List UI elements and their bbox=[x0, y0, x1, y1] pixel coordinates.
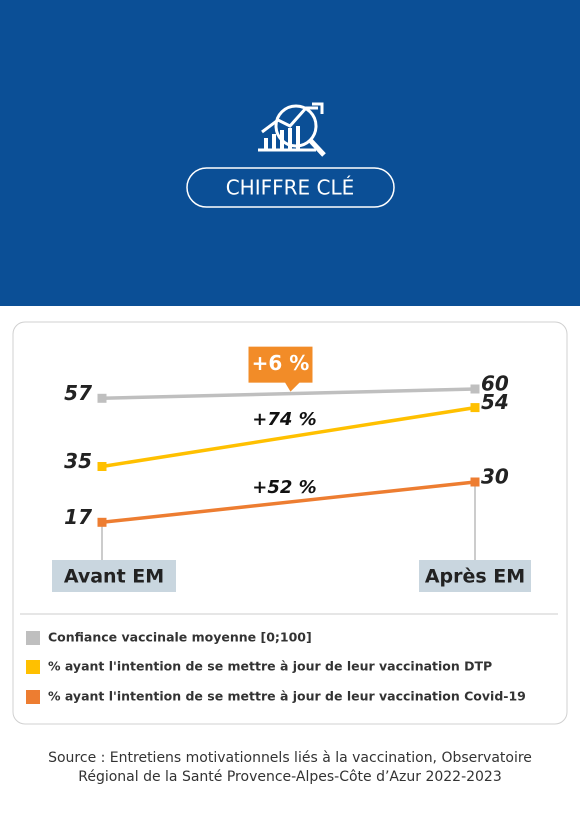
annotation-pointer bbox=[284, 381, 301, 392]
chart-card bbox=[12, 321, 568, 725]
legend-label: % ayant l'intention de se mettre à jour … bbox=[48, 659, 492, 674]
point-marker bbox=[470, 403, 480, 413]
annotation-box bbox=[248, 346, 313, 383]
legend-swatch bbox=[26, 660, 40, 674]
legend-swatch bbox=[26, 631, 40, 645]
header-band bbox=[0, 0, 580, 306]
point-marker bbox=[470, 477, 480, 487]
x-tick-label: Avant EM bbox=[64, 566, 164, 588]
value-label: 30 bbox=[481, 465, 509, 489]
category-box bbox=[419, 560, 531, 592]
point-marker bbox=[97, 517, 107, 527]
annotation: +74 % bbox=[252, 409, 316, 430]
value-label: 60 bbox=[481, 372, 509, 396]
point-marker bbox=[97, 393, 107, 403]
value-label: 17 bbox=[64, 505, 92, 529]
header-icon-bars bbox=[264, 126, 300, 150]
legend-label: % ayant l'intention de se mettre à jour … bbox=[48, 689, 526, 704]
source-line: Source : Entretiens motivationnels liés … bbox=[48, 750, 532, 766]
value-label: 54 bbox=[481, 390, 509, 414]
annotation: +6 % bbox=[252, 351, 310, 375]
point-marker bbox=[470, 384, 480, 394]
category-box bbox=[52, 560, 176, 592]
series-line bbox=[101, 387, 476, 401]
value-label: 35 bbox=[64, 449, 92, 473]
header-title: CHIFFRE CLÉ bbox=[226, 176, 355, 200]
value-label: 57 bbox=[64, 381, 92, 405]
series-line bbox=[101, 405, 476, 469]
x-tick-label: Après EM bbox=[425, 566, 525, 588]
legend-label: Confiance vaccinale moyenne [0;100] bbox=[48, 630, 312, 645]
source-line: Régional de la Santé Provence-Alpes-Côte… bbox=[78, 769, 502, 785]
point-marker bbox=[97, 462, 107, 471]
series-line bbox=[101, 480, 476, 525]
header-pill bbox=[186, 167, 395, 208]
legend-swatch bbox=[26, 690, 40, 704]
annotation: +52 % bbox=[252, 477, 316, 498]
